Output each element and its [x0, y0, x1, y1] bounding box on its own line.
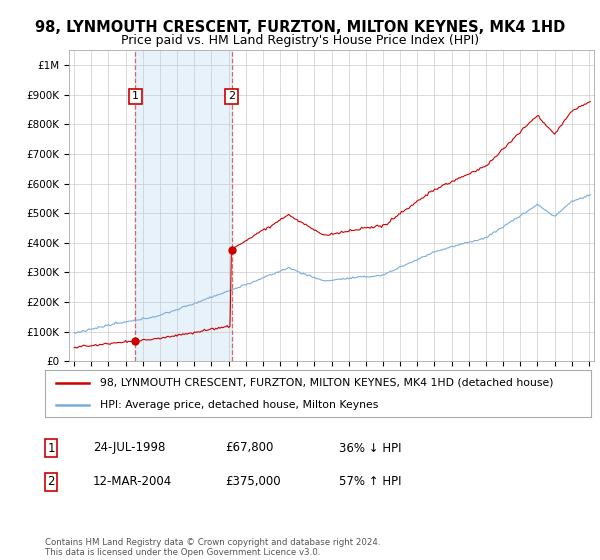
Text: HPI: Average price, detached house, Milton Keynes: HPI: Average price, detached house, Milt…	[100, 400, 378, 410]
Text: 57% ↑ HPI: 57% ↑ HPI	[339, 475, 401, 488]
Text: 1: 1	[47, 441, 55, 455]
Text: Price paid vs. HM Land Registry's House Price Index (HPI): Price paid vs. HM Land Registry's House …	[121, 34, 479, 46]
Text: Contains HM Land Registry data © Crown copyright and database right 2024.
This d: Contains HM Land Registry data © Crown c…	[45, 538, 380, 557]
Text: 12-MAR-2004: 12-MAR-2004	[93, 475, 172, 488]
Text: 36% ↓ HPI: 36% ↓ HPI	[339, 441, 401, 455]
Text: 98, LYNMOUTH CRESCENT, FURZTON, MILTON KEYNES, MK4 1HD (detached house): 98, LYNMOUTH CRESCENT, FURZTON, MILTON K…	[100, 378, 553, 388]
Text: 24-JUL-1998: 24-JUL-1998	[93, 441, 166, 455]
Text: 1: 1	[132, 91, 139, 101]
Text: £375,000: £375,000	[225, 475, 281, 488]
Text: 98, LYNMOUTH CRESCENT, FURZTON, MILTON KEYNES, MK4 1HD: 98, LYNMOUTH CRESCENT, FURZTON, MILTON K…	[35, 20, 565, 35]
Text: 2: 2	[228, 91, 235, 101]
Bar	[135, 50, 232, 361]
Text: £67,800: £67,800	[225, 441, 274, 455]
Text: 2: 2	[47, 475, 55, 488]
